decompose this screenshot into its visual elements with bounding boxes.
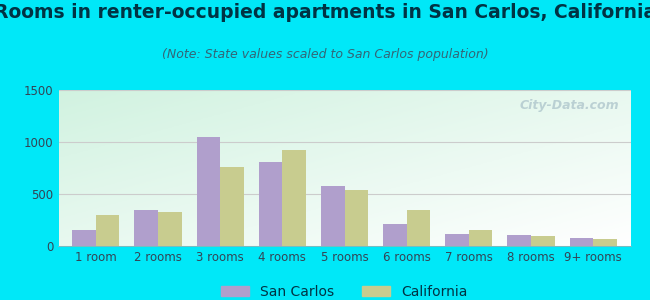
Bar	[469, 230, 493, 246]
Bar	[282, 150, 306, 246]
Text: Rooms in renter-occupied apartments in San Carlos, California: Rooms in renter-occupied apartments in S…	[0, 3, 650, 22]
Bar	[259, 162, 282, 246]
Bar	[445, 233, 469, 246]
Bar	[321, 186, 345, 246]
Bar	[531, 236, 554, 246]
Legend: San Carlos, California: San Carlos, California	[216, 280, 473, 300]
Bar	[196, 137, 220, 246]
Bar	[158, 212, 181, 246]
Text: (Note: State values scaled to San Carlos population): (Note: State values scaled to San Carlos…	[162, 48, 488, 61]
Bar	[96, 215, 120, 246]
Bar	[135, 210, 158, 246]
Text: City-Data.com: City-Data.com	[519, 99, 619, 112]
Bar	[383, 224, 407, 246]
Bar	[220, 167, 244, 246]
Bar	[569, 238, 593, 246]
Bar	[593, 239, 617, 246]
Bar	[407, 210, 430, 246]
Bar	[72, 230, 96, 246]
Bar	[344, 190, 368, 246]
Bar	[508, 235, 531, 246]
